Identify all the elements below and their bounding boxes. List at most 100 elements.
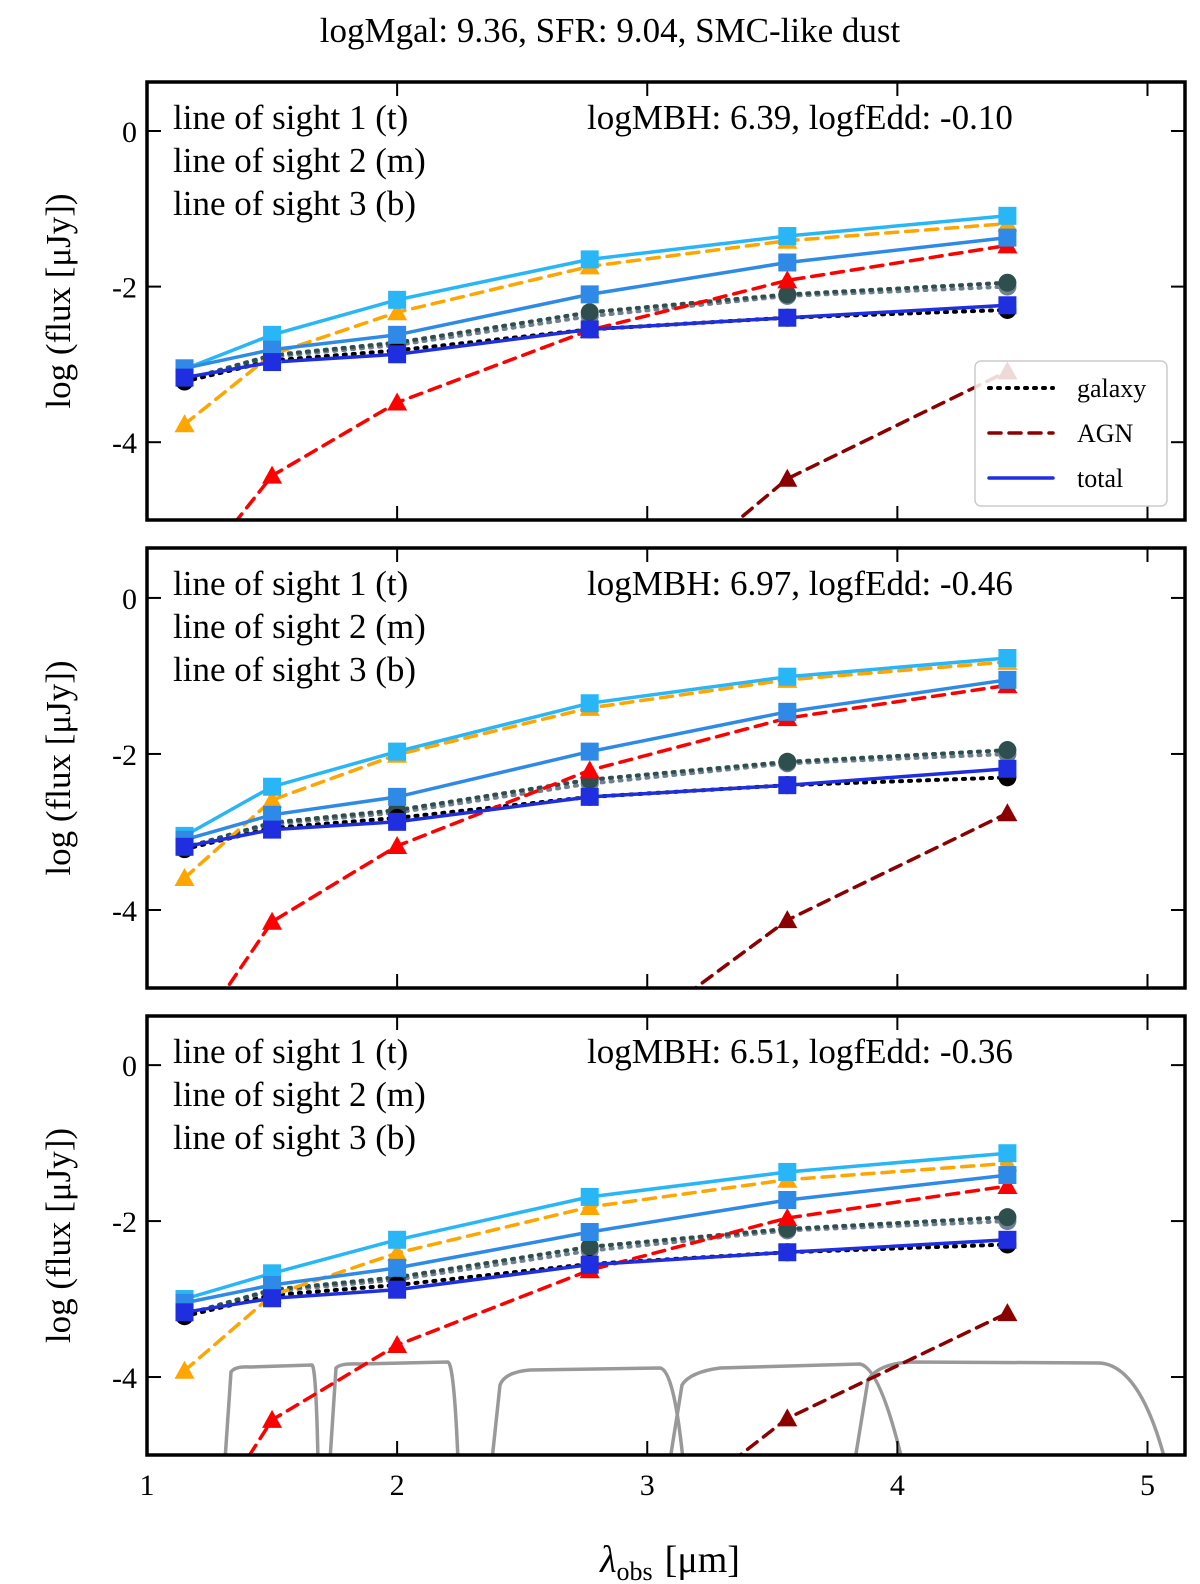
marker xyxy=(262,789,283,808)
x-axis-label: λobs [μm] xyxy=(599,1539,740,1584)
panel-frame xyxy=(145,80,1187,522)
marker xyxy=(997,1175,1018,1194)
series-line xyxy=(182,1215,1010,1317)
marker xyxy=(998,1166,1017,1185)
series-line xyxy=(182,678,1010,842)
legend-label: galaxy xyxy=(1077,374,1146,403)
series-line xyxy=(735,369,1010,520)
y-tick-label: -2 xyxy=(112,1206,137,1239)
marker xyxy=(997,1303,1018,1322)
marker xyxy=(777,270,798,289)
y-axis-label: log (flux [μJy]) xyxy=(39,1128,78,1343)
marker xyxy=(778,1162,797,1181)
marker xyxy=(175,368,194,387)
filter-curve xyxy=(854,1360,1166,1455)
x-tick-label: 2 xyxy=(390,1469,405,1502)
y-tick-label: 0 xyxy=(122,583,137,616)
marker xyxy=(388,812,407,831)
marker xyxy=(777,1207,798,1226)
series-line xyxy=(182,767,1010,849)
panel: -4 -2 0 line of sight 1 (t) line of sight 2 … xyxy=(39,80,1187,652)
marker xyxy=(580,1562,600,1580)
y-axis-label: log (flux [μJy]) xyxy=(39,193,78,408)
annotation: line of sight 1 (t) xyxy=(173,564,408,603)
annotation: line of sight 1 (t) xyxy=(173,98,408,137)
marker xyxy=(263,820,282,839)
x-tick-label: 3 xyxy=(640,1469,655,1502)
marker xyxy=(580,320,599,339)
series-line xyxy=(182,1161,1010,1373)
marker xyxy=(580,303,599,322)
marker xyxy=(998,1144,1017,1163)
y-tick-label: 0 xyxy=(122,1050,137,1083)
panel-info: logMBH: 6.51, logfEdd: -0.36 xyxy=(587,1032,1013,1071)
marker xyxy=(998,1230,1017,1249)
series-line xyxy=(182,748,1010,850)
marker xyxy=(579,760,600,779)
series-line xyxy=(234,243,1010,520)
y-tick-label: 0 xyxy=(122,116,137,149)
series-line xyxy=(182,1173,1010,1305)
marker xyxy=(388,787,407,806)
series-line xyxy=(182,1242,1010,1319)
filter-curve xyxy=(328,1360,460,1455)
marker xyxy=(387,1335,408,1354)
marker xyxy=(263,777,282,796)
marker xyxy=(998,206,1017,225)
marker xyxy=(388,742,407,761)
marker xyxy=(580,787,599,806)
series-line xyxy=(182,280,1010,382)
marker xyxy=(778,1191,797,1210)
marker xyxy=(998,670,1017,689)
marker xyxy=(778,776,797,795)
figure-title: logMgal: 9.36, SFR: 9.04, SMC-like dust xyxy=(320,11,901,50)
series-line xyxy=(182,660,1010,880)
marker xyxy=(579,1197,600,1216)
panel-frame xyxy=(145,1014,1187,1457)
filter-curve xyxy=(490,1366,685,1455)
annotation: line of sight 3 (b) xyxy=(173,650,416,689)
panel-info: logMBH: 6.39, logfEdd: -0.10 xyxy=(587,98,1013,137)
marker xyxy=(387,1243,408,1262)
panel-frame xyxy=(145,546,1187,990)
marker xyxy=(580,742,599,761)
series-line xyxy=(224,683,1010,988)
marker xyxy=(998,228,1017,247)
marker xyxy=(388,1230,407,1249)
filter-curve xyxy=(223,1363,320,1455)
marker xyxy=(580,1255,599,1274)
annotation: line of sight 3 (b) xyxy=(173,1118,416,1157)
marker xyxy=(778,253,797,272)
marker xyxy=(175,1546,195,1564)
marker xyxy=(580,634,600,652)
x-tick-label: 5 xyxy=(1140,1469,1155,1502)
marker xyxy=(262,911,283,930)
series-line xyxy=(182,752,1010,850)
series-line xyxy=(182,303,1010,380)
marker xyxy=(387,302,408,321)
marker xyxy=(778,752,797,771)
series-line xyxy=(182,1151,1010,1301)
marker xyxy=(778,227,797,246)
marker xyxy=(262,1409,283,1428)
y-tick-label: -4 xyxy=(112,1362,137,1395)
panel: -4 -2 0 1 2 3 4 5 line of sight 1 (t) line of sig… xyxy=(39,1014,1187,1584)
marker xyxy=(997,803,1018,822)
marker xyxy=(175,1303,194,1322)
legend-box xyxy=(974,360,1168,507)
marker xyxy=(998,296,1017,315)
marker xyxy=(388,325,407,344)
marker xyxy=(580,1237,599,1256)
annotation: line of sight 1 (t) xyxy=(173,1032,408,1071)
marker xyxy=(778,308,797,327)
series-line xyxy=(737,1311,1010,1455)
marker xyxy=(580,1187,599,1206)
marker xyxy=(387,836,408,855)
marker xyxy=(777,910,798,929)
marker xyxy=(778,667,797,686)
marker xyxy=(175,837,194,856)
plot-area xyxy=(174,649,1018,988)
marker xyxy=(998,649,1017,667)
y-axis-label: log (flux [μJy]) xyxy=(39,660,78,875)
